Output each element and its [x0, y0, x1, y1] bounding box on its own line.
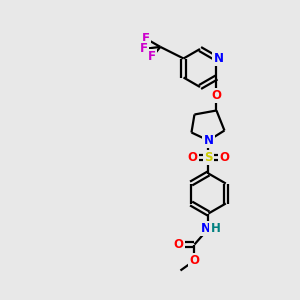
Text: S: S	[204, 151, 213, 164]
Text: N: N	[200, 222, 211, 235]
Text: H: H	[211, 222, 220, 235]
Text: F: F	[140, 42, 148, 56]
Text: O: O	[190, 254, 200, 267]
Text: F: F	[142, 32, 150, 45]
Text: F: F	[148, 50, 156, 63]
Text: O: O	[188, 151, 197, 164]
Text: N: N	[214, 52, 224, 65]
Text: O: O	[173, 238, 184, 251]
Text: N: N	[203, 134, 214, 147]
Text: O: O	[212, 89, 221, 102]
Text: O: O	[220, 151, 230, 164]
